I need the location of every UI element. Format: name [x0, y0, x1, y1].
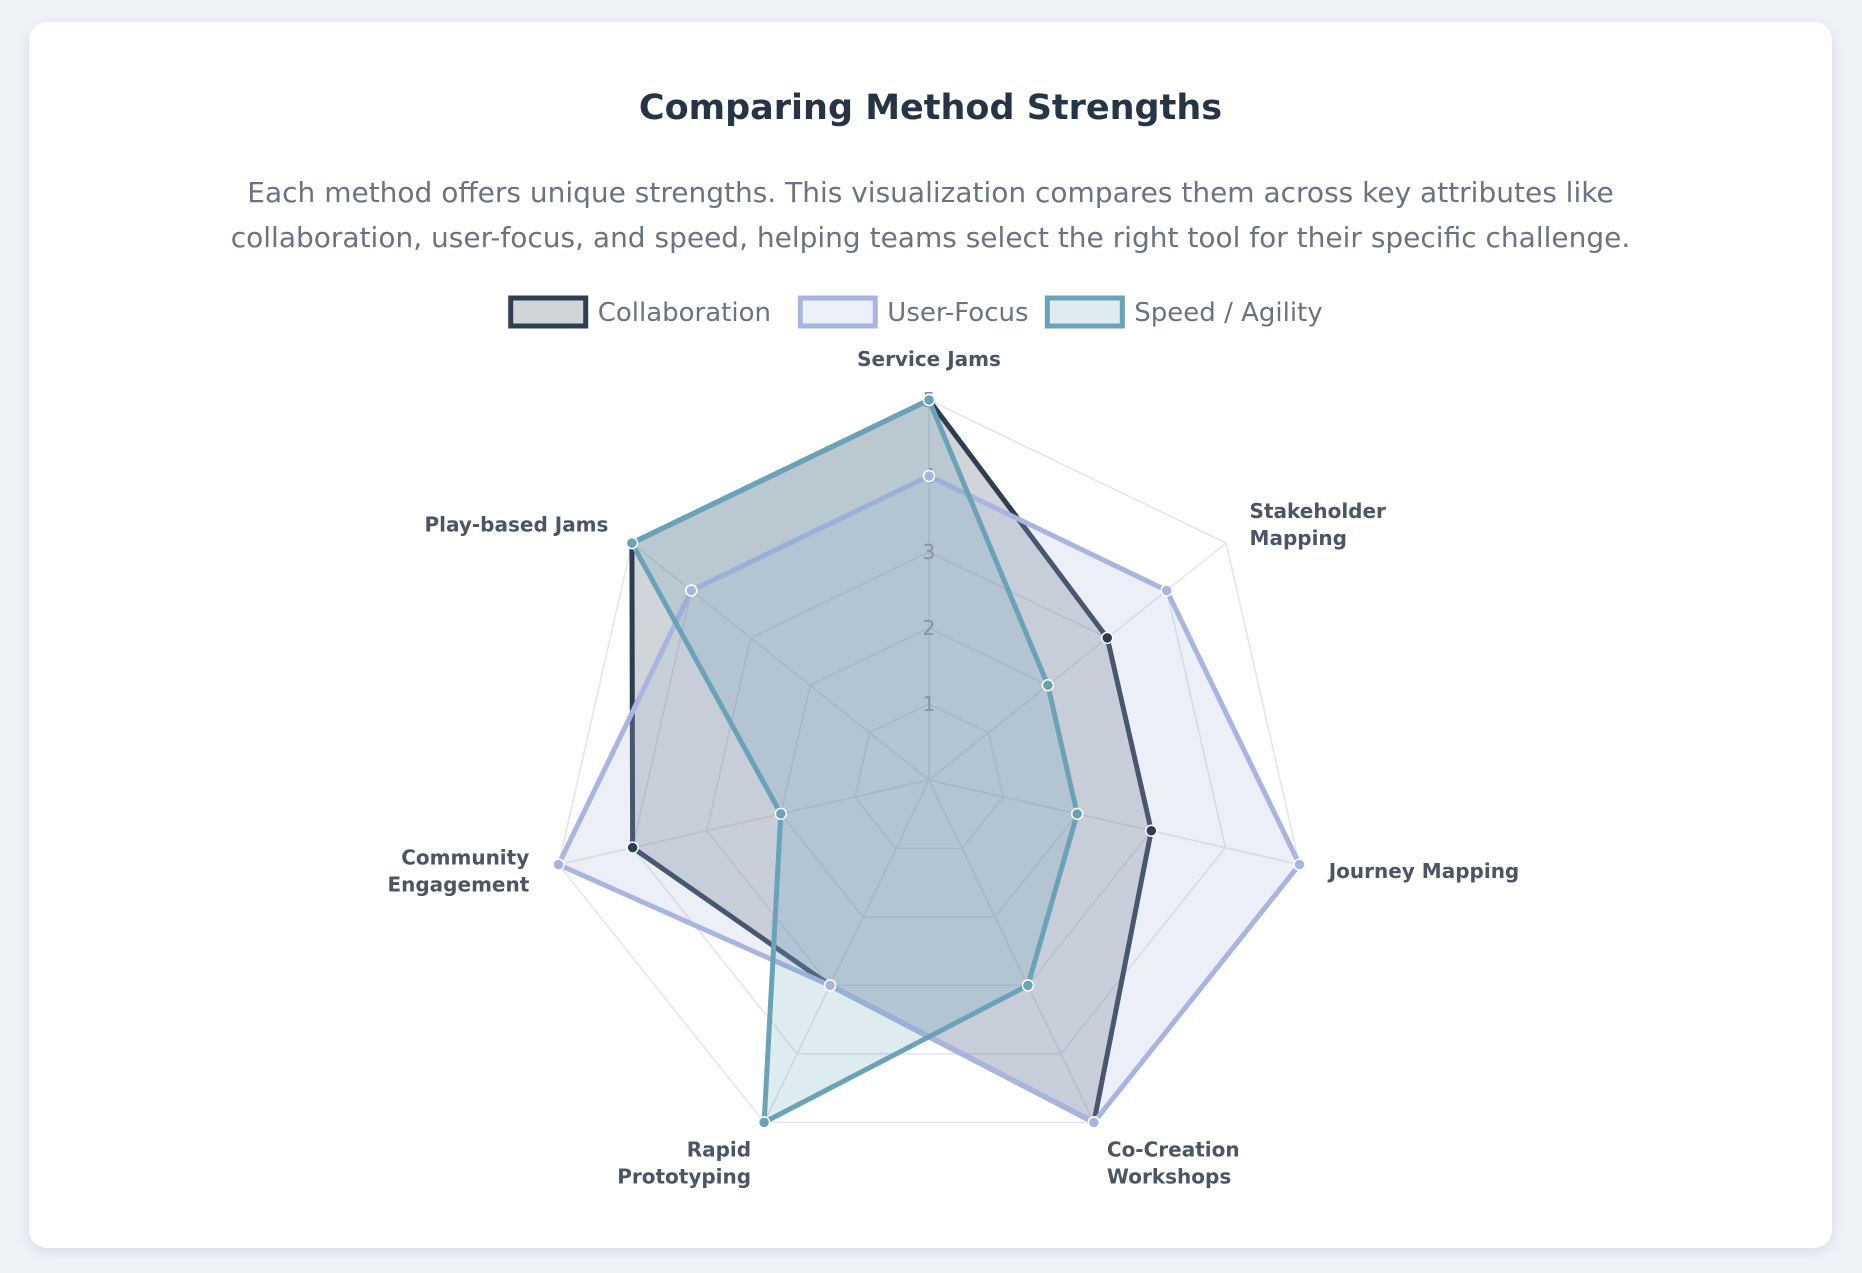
spoke-rapid-prototyping	[763, 779, 930, 1123]
point-speed-agility-service-jams	[922, 393, 936, 407]
point-user-focus-service-jams	[922, 469, 936, 483]
legend-label-user-focus: User-Focus	[887, 298, 1028, 328]
point-speed-agility-community-engagement	[774, 807, 788, 821]
point-user-focus-stakeholder-mapping	[1160, 584, 1173, 597]
legend-swatch-speed-agility	[1044, 295, 1125, 329]
legend-label-speed-agility: Speed / Agility	[1134, 298, 1322, 328]
legend-swatch-collaboration	[508, 295, 589, 329]
chart-card: Comparing Method Strengths Each method o…	[29, 22, 1832, 1248]
point-collaboration-journey-mapping	[1145, 824, 1158, 837]
chart-description: Each method offers unique strengths. Thi…	[230, 176, 1631, 254]
point-user-focus-journey-mapping	[1293, 858, 1306, 871]
tick-label-3: 3	[923, 540, 936, 564]
spoke-play-based-jams	[631, 542, 930, 781]
axis-label-play-based-jams: Play-based Jams	[424, 512, 608, 536]
grid-ring-5	[557, 399, 1301, 1124]
point-user-focus-co-creation-workshops	[1087, 1116, 1101, 1129]
grid-ring-1	[854, 703, 1004, 850]
spoke-stakeholder-mapping	[928, 542, 1227, 781]
point-collaboration-stakeholder-mapping	[1101, 631, 1114, 645]
legend-label-collaboration: Collaboration	[598, 298, 771, 328]
point-speed-agility-stakeholder-mapping	[1041, 678, 1055, 692]
chart-title: Comparing Method Strengths	[638, 88, 1223, 128]
axis-label-stakeholder-mapping: Stakeholder Mapping	[1250, 499, 1387, 550]
point-collaboration-community-engagement	[626, 841, 639, 854]
point-speed-agility-co-creation-workshops	[1021, 979, 1035, 992]
axis-label-co-creation-workshops: Co-Creation Workshops	[1107, 1137, 1240, 1188]
point-speed-agility-journey-mapping	[1070, 807, 1084, 821]
axis-label-service-jams: Service Jams	[857, 347, 1001, 371]
legend-swatch-user-focus	[797, 295, 878, 329]
spoke-journey-mapping	[928, 779, 1300, 866]
point-speed-agility-play-based-jams	[625, 536, 639, 550]
axis-label-journey-mapping: Journey Mapping	[1327, 859, 1520, 883]
point-user-focus-rapid-prototyping	[823, 979, 837, 992]
axis-label-rapid-prototyping: Rapid Prototyping	[617, 1137, 751, 1188]
tick-label-1: 1	[923, 692, 936, 716]
point-user-focus-community-engagement	[552, 858, 565, 871]
spoke-co-creation-workshops	[928, 779, 1095, 1123]
tick-label-2: 2	[923, 616, 936, 640]
series-area-speed-agility	[629, 397, 1080, 1125]
point-user-focus-play-based-jams	[685, 584, 698, 597]
axis-label-community-engagement: Community Engagement	[387, 846, 529, 897]
radar-chart: 12345Service JamsStakeholderMappingJourn…	[387, 295, 1520, 1188]
point-speed-agility-rapid-prototyping	[757, 1116, 771, 1129]
spoke-community-engagement	[558, 779, 930, 866]
series-area-user-focus	[556, 473, 1302, 1125]
